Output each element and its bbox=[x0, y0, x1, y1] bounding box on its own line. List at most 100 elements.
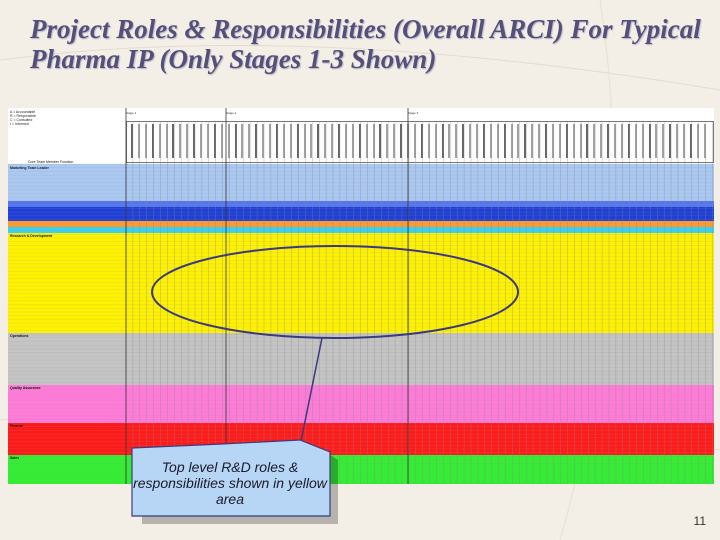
arci-matrix: A = Accountable R = Responsible C = Cons… bbox=[8, 108, 714, 484]
column-header bbox=[386, 124, 389, 158]
column-header bbox=[262, 124, 265, 158]
column-header bbox=[662, 124, 665, 158]
column-header bbox=[524, 124, 527, 158]
column-header bbox=[586, 124, 589, 158]
column-header bbox=[275, 124, 278, 158]
column-header bbox=[620, 124, 623, 158]
column-header bbox=[496, 124, 499, 158]
column-header bbox=[193, 124, 196, 158]
column-header bbox=[131, 124, 133, 158]
matrix-grid bbox=[8, 108, 714, 484]
column-header bbox=[379, 124, 382, 158]
column-header bbox=[200, 124, 202, 158]
column-header bbox=[503, 124, 506, 158]
column-header bbox=[572, 124, 575, 158]
column-header bbox=[427, 124, 430, 158]
arci-legend: A = Accountable R = Responsible C = Cons… bbox=[10, 110, 36, 126]
column-header bbox=[593, 124, 596, 158]
column-header bbox=[372, 124, 375, 158]
column-header bbox=[607, 124, 610, 158]
stage-label-3: Stage 3 bbox=[408, 111, 419, 115]
column-header bbox=[434, 124, 437, 158]
column-header bbox=[455, 124, 458, 158]
band-orange bbox=[8, 221, 714, 227]
slide-title-line-2: Pharma IP (Only Stages 1-3 Shown) bbox=[30, 44, 437, 74]
column-header bbox=[627, 124, 630, 158]
band-label-quality: Quality Assurance bbox=[10, 386, 41, 390]
slide-title: Project Roles & Responsibilities (Overal… bbox=[30, 14, 710, 74]
column-header bbox=[358, 124, 361, 158]
band-label-operations: Operations bbox=[10, 334, 29, 338]
band-blue bbox=[8, 207, 714, 221]
column-header bbox=[648, 124, 651, 158]
column-header bbox=[420, 124, 423, 158]
column-header bbox=[531, 124, 534, 158]
stage-label-2: Stage 2 bbox=[226, 111, 237, 115]
legend-item-responsible: R = Responsible bbox=[10, 114, 36, 118]
column-header bbox=[172, 124, 175, 158]
column-header bbox=[296, 124, 299, 158]
column-header bbox=[641, 124, 644, 158]
column-header bbox=[331, 124, 334, 158]
band-label-marketing: Marketing Team Leader bbox=[10, 166, 49, 170]
column-header bbox=[303, 124, 306, 158]
function-column-header: Core Team Member Function bbox=[28, 160, 74, 164]
column-header bbox=[241, 124, 244, 158]
column-header bbox=[255, 124, 258, 158]
column-header bbox=[186, 124, 189, 158]
column-header bbox=[696, 124, 699, 158]
column-header bbox=[634, 124, 637, 158]
column-header bbox=[344, 124, 347, 158]
column-header bbox=[144, 124, 147, 158]
column-header bbox=[462, 124, 465, 158]
column-header bbox=[365, 124, 368, 158]
column-header bbox=[393, 124, 396, 158]
column-header bbox=[227, 124, 230, 158]
column-header bbox=[551, 124, 554, 158]
column-header bbox=[248, 124, 251, 158]
band-label-sales: Sales bbox=[10, 456, 20, 460]
column-header bbox=[510, 124, 513, 158]
legend-item-accountable: A = Accountable bbox=[10, 110, 36, 114]
column-header bbox=[565, 124, 568, 158]
column-header bbox=[655, 124, 658, 158]
column-header bbox=[151, 124, 154, 158]
column-header bbox=[683, 124, 685, 158]
column-header bbox=[600, 124, 603, 158]
column-header bbox=[614, 124, 616, 158]
column-header bbox=[676, 124, 679, 158]
band-label-finance: Finance bbox=[10, 424, 24, 428]
column-header bbox=[220, 124, 223, 158]
column-header bbox=[137, 124, 140, 158]
column-header bbox=[413, 124, 416, 158]
column-header bbox=[689, 124, 692, 158]
column-header bbox=[517, 124, 520, 158]
slide-title-line-1: Project Roles & Responsibilities (Overal… bbox=[30, 14, 701, 44]
column-header bbox=[545, 124, 547, 158]
column-header bbox=[213, 124, 216, 158]
column-header bbox=[351, 124, 354, 158]
page-number: 11 bbox=[693, 514, 706, 528]
band-label-research: Research & Development bbox=[10, 234, 53, 238]
column-header bbox=[179, 124, 182, 158]
column-header bbox=[317, 124, 320, 158]
column-header bbox=[476, 124, 478, 158]
column-header bbox=[158, 124, 161, 158]
column-header bbox=[669, 124, 672, 158]
column-header bbox=[165, 124, 168, 158]
column-header bbox=[489, 124, 492, 158]
column-header bbox=[324, 124, 327, 158]
column-header bbox=[579, 124, 582, 158]
band-cyan bbox=[8, 227, 714, 233]
column-header bbox=[338, 124, 340, 158]
column-header bbox=[482, 124, 485, 158]
column-header bbox=[400, 124, 403, 158]
column-header bbox=[448, 124, 451, 158]
column-header bbox=[441, 124, 444, 158]
column-header bbox=[289, 124, 292, 158]
column-header bbox=[269, 124, 271, 158]
column-header bbox=[310, 124, 313, 158]
column-header bbox=[558, 124, 561, 158]
column-header bbox=[469, 124, 472, 158]
column-header bbox=[282, 124, 285, 158]
